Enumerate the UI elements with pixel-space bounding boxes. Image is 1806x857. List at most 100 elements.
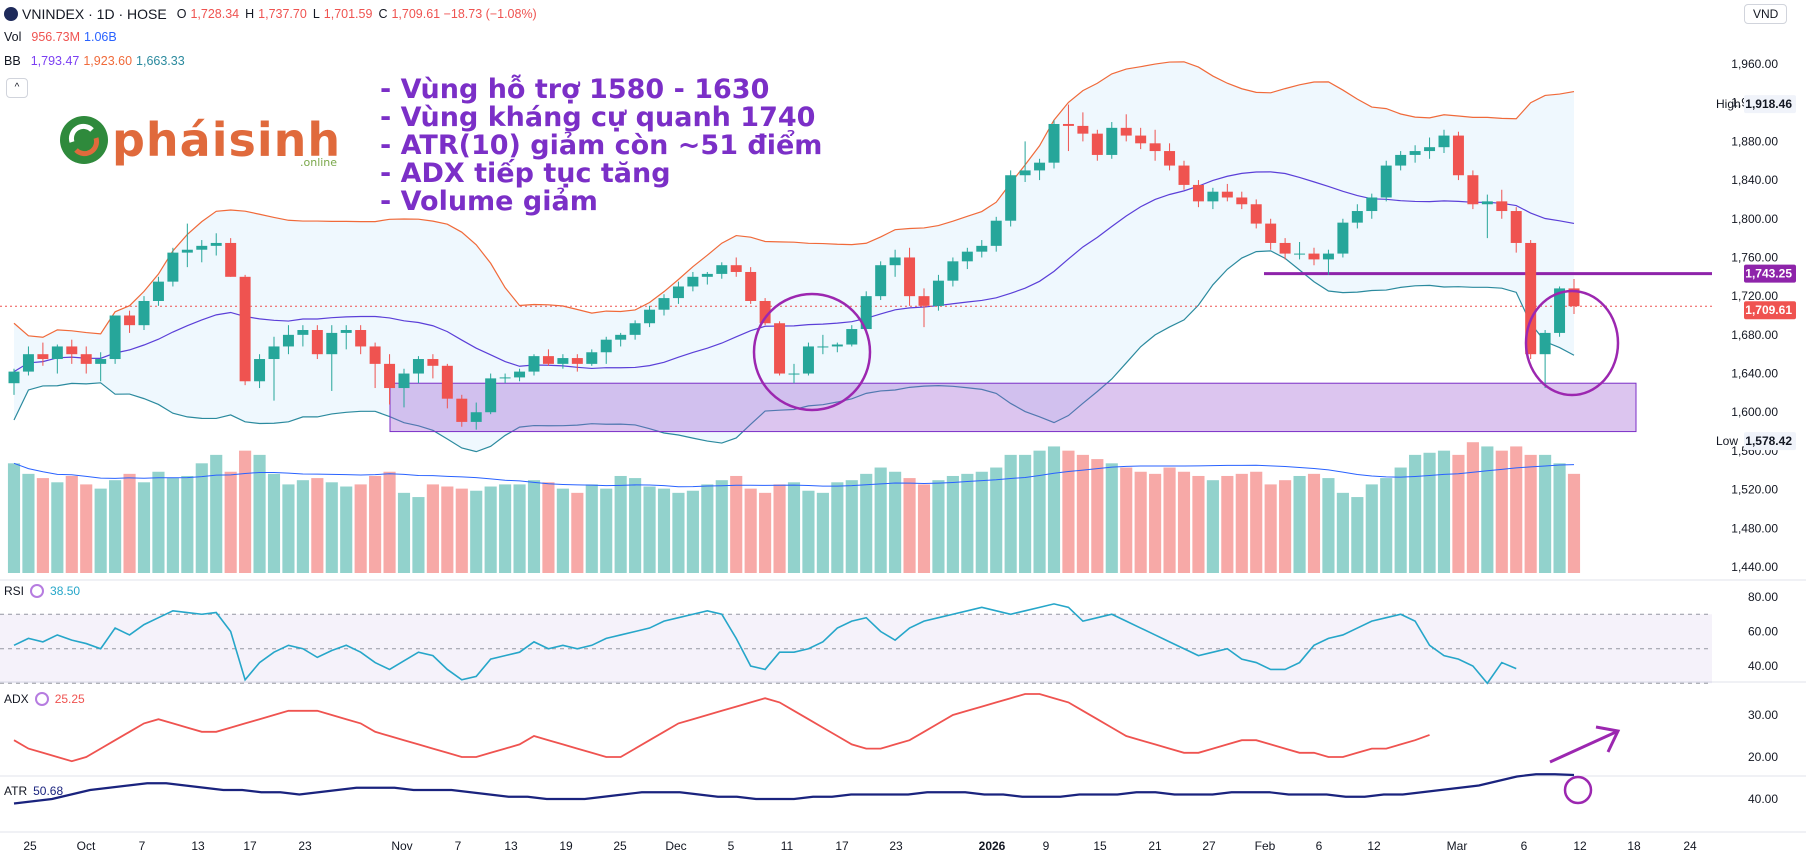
- candle-body: [1178, 165, 1190, 185]
- x-tick-label: 17: [835, 839, 849, 853]
- volume-bar: [860, 473, 873, 573]
- candle-body: [629, 323, 641, 335]
- volume-bar: [571, 492, 584, 573]
- volume-bar: [455, 488, 468, 573]
- volume-bar: [1423, 452, 1436, 573]
- volume-legend[interactable]: Vol 956.73M 1.06B: [4, 30, 117, 44]
- volume-bar: [94, 488, 107, 573]
- candle-body: [947, 261, 959, 281]
- volume-bar: [1553, 463, 1566, 573]
- volume-bar: [426, 484, 439, 573]
- volume-bar: [123, 473, 136, 573]
- volume-bar: [1062, 450, 1075, 573]
- candle-body: [1438, 135, 1450, 148]
- volume-bar: [253, 454, 266, 573]
- volume-bar: [1149, 473, 1162, 573]
- candle-body: [499, 377, 511, 379]
- rsi-legend[interactable]: RSI 38.50: [4, 584, 80, 598]
- candle-body: [528, 356, 540, 372]
- candle-body: [138, 300, 150, 326]
- volume-bar: [1452, 454, 1465, 573]
- bb-upper-line: [13, 61, 1575, 338]
- candle-body: [1221, 191, 1233, 198]
- x-tick-label: 7: [139, 839, 146, 853]
- candle-body: [1308, 253, 1320, 260]
- low-price-label: 1,578.42: [1745, 434, 1792, 448]
- x-tick-label: 9: [1043, 839, 1050, 853]
- vol-label: Vol: [4, 30, 22, 44]
- volume-bar: [354, 484, 367, 573]
- adx-value: 25.25: [54, 692, 85, 706]
- candle-body: [384, 363, 396, 389]
- volume-bar: [773, 484, 786, 573]
- x-tick-label: Mar: [1447, 839, 1468, 853]
- volume-bar: [22, 473, 35, 573]
- rsi-tick-label: 60.00: [1748, 625, 1778, 639]
- atr-legend[interactable]: ATR 50.68: [4, 784, 63, 798]
- atr-value: 50.68: [33, 784, 64, 798]
- x-tick-label: 12: [1573, 839, 1587, 853]
- candle-body: [976, 245, 988, 252]
- x-tick-label: 6: [1521, 839, 1528, 853]
- candle-body: [918, 296, 930, 306]
- candle-body: [225, 242, 237, 277]
- volume-bar: [267, 473, 281, 573]
- ohlc-close-label: C: [378, 7, 388, 21]
- ohlc-low-label: L: [312, 7, 320, 21]
- candle-body: [774, 323, 786, 374]
- volume-bar: [239, 450, 252, 573]
- logo-icon: [60, 116, 108, 164]
- volume-bar: [831, 482, 844, 573]
- candle-body: [875, 265, 887, 297]
- candle-body: [1467, 175, 1479, 205]
- candle-body: [22, 354, 34, 372]
- volume-bar: [744, 488, 757, 573]
- volume-bar: [1105, 463, 1118, 573]
- x-tick-label: Dec: [665, 839, 686, 853]
- candle-body: [1568, 288, 1580, 307]
- x-tick-label: 15: [1093, 839, 1107, 853]
- candle-body: [1322, 253, 1334, 260]
- adx-legend[interactable]: ADX 25.25: [4, 692, 85, 706]
- bb-label: BB: [4, 54, 21, 68]
- candle-body: [1236, 197, 1248, 205]
- candle-body: [846, 329, 858, 345]
- collapse-legend-button[interactable]: ^: [6, 78, 28, 98]
- volume-bar: [686, 490, 699, 573]
- ohlc-close: 1,709.61 −18.73 (−1.08%): [391, 7, 537, 21]
- candle-body: [37, 354, 49, 360]
- candle-body: [514, 371, 526, 378]
- volume-bar: [152, 471, 165, 573]
- symbol-legend[interactable]: VNINDEX · 1D · HOSE O 1,728.34 H 1,737.70 …: [4, 6, 539, 22]
- volume-bar: [1120, 467, 1133, 573]
- candle-body: [124, 315, 136, 326]
- candle-body: [1395, 154, 1407, 166]
- rsi-line: [13, 603, 1517, 685]
- volume-bar: [1437, 450, 1451, 573]
- candle-body: [485, 378, 497, 413]
- x-tick-label: 18: [1627, 839, 1641, 853]
- x-tick-label: 25: [23, 839, 37, 853]
- currency-selector[interactable]: VND: [1744, 4, 1788, 24]
- rsi-settings-icon[interactable]: [30, 584, 45, 598]
- bb-legend[interactable]: BB 1,793.47 1,923.60 1,663.33: [4, 54, 185, 68]
- volume-bar: [195, 463, 208, 573]
- phaisinh-logo: pháisinh .online: [56, 112, 341, 169]
- x-tick-label: 24: [1683, 839, 1697, 853]
- adx-line: [13, 693, 1430, 763]
- candle-body: [1106, 127, 1118, 155]
- adx-tick-label: 30.00: [1748, 708, 1778, 722]
- candle-body: [1351, 211, 1363, 223]
- volume-bar: [730, 475, 743, 573]
- candle-body: [831, 344, 843, 347]
- volume-bar: [1567, 473, 1581, 573]
- volume-bar: [484, 486, 497, 573]
- symbol-title: VNINDEX · 1D · HOSE: [22, 6, 167, 22]
- volume-bar: [1279, 480, 1292, 573]
- adx-settings-icon[interactable]: [34, 692, 49, 706]
- volume-bar: [903, 478, 916, 573]
- x-tick-label: Nov: [391, 839, 412, 853]
- adx-tick-label: 20.00: [1748, 750, 1778, 764]
- volume-bar: [210, 454, 223, 573]
